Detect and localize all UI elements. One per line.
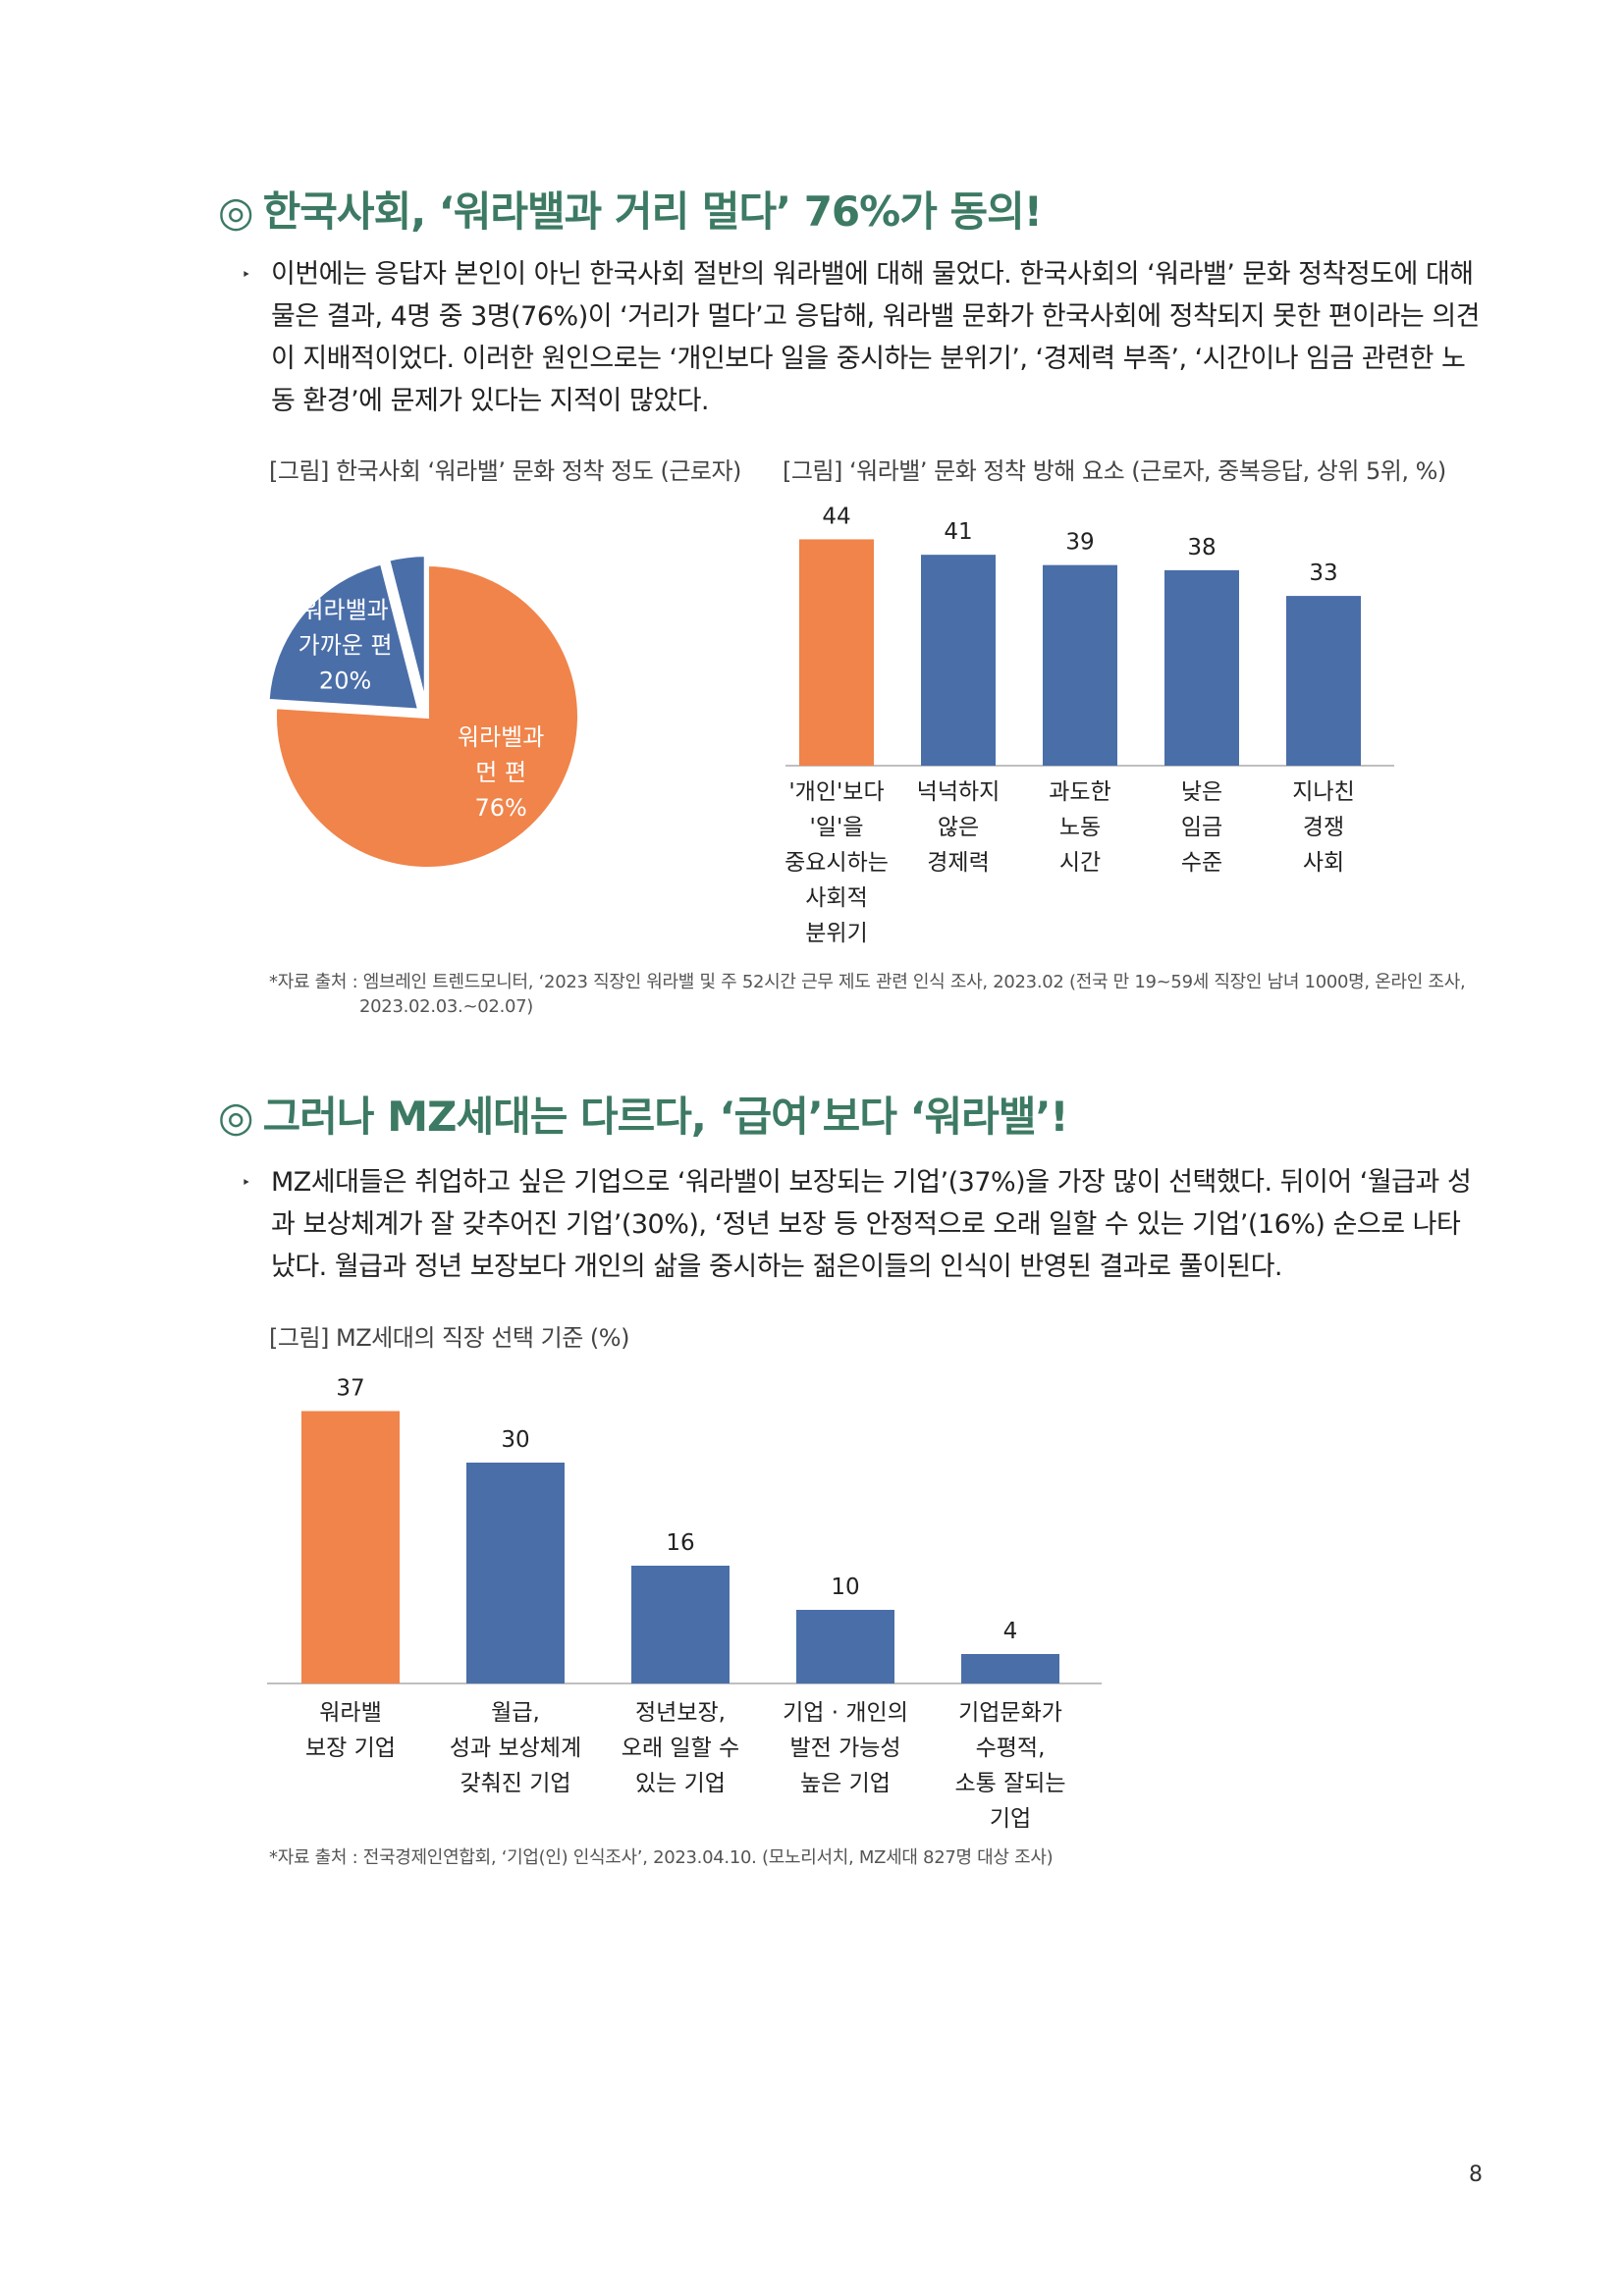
double-circle-icon: ◎: [218, 1093, 254, 1141]
tick-label: 있는 기업: [635, 1771, 726, 1796]
bar: [799, 539, 874, 766]
data-label: 4: [1003, 1619, 1018, 1644]
pie-slice-label: 20%: [319, 667, 371, 694]
tick-label: 월급,: [491, 1700, 540, 1726]
data-label: 41: [944, 519, 972, 545]
page-number: 8: [1469, 2163, 1483, 2187]
bar: [466, 1463, 565, 1683]
tick-label: 분위기: [805, 921, 867, 946]
tick-label: 기업문화가: [958, 1700, 1062, 1726]
data-label: 30: [501, 1427, 529, 1453]
tick-label: 과도한: [1049, 779, 1110, 805]
data-label: 44: [822, 504, 850, 529]
tick-label: 성과 보상체계: [450, 1735, 581, 1761]
bar: [1043, 564, 1117, 766]
section1-paragraph: 이번에는 응답자 본인이 아닌 한국사회 절반의 워라밸에 대해 물었다. 한국…: [271, 259, 1481, 416]
tick-label: 기업 · 개인의: [783, 1700, 908, 1726]
tick-label: 수준: [1181, 850, 1222, 876]
tick-label: '개인'보다: [788, 779, 884, 805]
tick-label: 임금: [1181, 815, 1222, 840]
data-label: 37: [336, 1376, 364, 1402]
data-label: 16: [666, 1530, 694, 1556]
source-line-2: 2023.02.03.~02.07): [359, 996, 534, 1017]
tick-label: 높은 기업: [800, 1771, 891, 1796]
tick-label: 지나친: [1292, 779, 1354, 805]
tick-label: 발전 가능성: [789, 1735, 900, 1761]
section2-heading-text: 그러나 MZ세대는 다르다, ‘급여’보다 ‘워라밸’!: [262, 1093, 1069, 1141]
data-label: 33: [1309, 561, 1337, 586]
tick-label: 넉넉하지: [917, 779, 1001, 805]
pie-slice-label: 76%: [475, 794, 527, 822]
tick-label: 낮은: [1181, 779, 1222, 805]
tick-label: 정년보장,: [635, 1700, 726, 1726]
data-label: 10: [831, 1575, 859, 1600]
tick-label: 워라밸: [319, 1700, 381, 1726]
tick-label: 수평적,: [976, 1735, 1046, 1761]
section2-source: *자료 출처 : 전국경제인연합회, ‘기업(인) 인식조사’, 2023.04…: [269, 1847, 1054, 1868]
tick-label: 노동: [1059, 815, 1101, 840]
section1-heading-text: 한국사회, ‘워라밸과 거리 멀다’ 76%가 동의!: [262, 187, 1043, 236]
bullet-icon: ‣: [242, 1173, 251, 1192]
bar: [301, 1411, 400, 1683]
bar: [1286, 596, 1361, 766]
tick-label: 기업: [990, 1806, 1031, 1832]
bar-chart1-caption: [그림] ‘워라밸’ 문화 정착 방해 요소 (근로자, 중복응답, 상위 5위…: [783, 457, 1446, 485]
pie-slice-label: 가까운 편: [298, 631, 393, 659]
pie-slice: [265, 561, 422, 713]
data-label: 38: [1187, 535, 1216, 561]
tick-label: 시간: [1059, 850, 1101, 876]
tick-label: '일'을: [810, 815, 864, 840]
data-label: 39: [1065, 530, 1094, 556]
pie-slice: [273, 561, 581, 871]
tick-label: 보장 기업: [305, 1735, 396, 1761]
bar-chart2-caption: [그림] MZ세대의 직장 선택 기준 (%): [269, 1324, 629, 1352]
bar: [796, 1610, 894, 1683]
bar: [1164, 569, 1239, 766]
pie-slice: [385, 553, 428, 708]
section1-heading: ◎ 한국사회, ‘워라밸과 거리 멀다’ 76%가 동의!: [218, 179, 1043, 239]
bar: [921, 555, 996, 766]
pie-chart-caption: [그림] 한국사회 ‘워라밸’ 문화 정착 정도 (근로자): [269, 457, 741, 485]
tick-label: 소통 잘되는: [954, 1771, 1065, 1796]
pie-slice-label: 워라밸과: [301, 596, 388, 623]
bullet-icon: ‣: [242, 265, 251, 284]
tick-label: 경쟁: [1303, 815, 1344, 840]
section2-paragraph: MZ세대들은 취업하고 싶은 기업으로 ‘워라밸이 보장되는 기업’(37%)을…: [271, 1167, 1472, 1282]
tick-label: 경제력: [927, 850, 989, 876]
section2-heading: ◎ 그러나 MZ세대는 다르다, ‘급여’보다 ‘워라밸’!: [218, 1084, 1069, 1144]
tick-label: 갖춰진 기업: [460, 1771, 570, 1796]
bar: [961, 1654, 1059, 1683]
double-circle-icon: ◎: [218, 187, 254, 236]
bar: [631, 1566, 730, 1683]
pie-slice-label: 먼 편: [475, 759, 526, 786]
section1-source: *자료 출처 : 엠브레인 트렌드모니터, ‘2023 직장인 워라밸 및 주 …: [269, 970, 1487, 1019]
tick-label: 사회: [1303, 850, 1344, 876]
tick-label: 오래 일할 수: [622, 1735, 739, 1761]
source-line-1: *자료 출처 : 엠브레인 트렌드모니터, ‘2023 직장인 워라밸 및 주 …: [269, 972, 1466, 992]
pie-outside-label: 4%: [377, 496, 414, 502]
tick-label: 않은: [938, 815, 979, 840]
tick-label: 사회적: [805, 885, 867, 911]
tick-label: 중요시하는: [784, 850, 889, 876]
pie-slice-label: 워라벨과: [458, 723, 544, 751]
